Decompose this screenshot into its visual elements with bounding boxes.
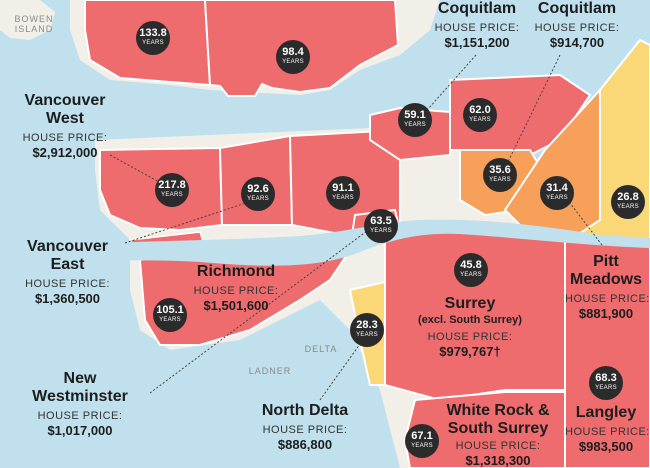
area-label-delta: DELTA (296, 344, 346, 354)
badge-value: 133.8 (136, 21, 170, 39)
badge-unit: YEARS (155, 191, 189, 200)
badge-value: 91.1 (326, 176, 360, 194)
badge-value: 217.8 (155, 173, 189, 191)
badge-value: 98.4 (276, 40, 310, 58)
region-name: Langley (565, 404, 647, 422)
price-label: HOUSE PRICE: (186, 284, 286, 298)
price-label: HOUSE PRICE: (10, 131, 120, 145)
label-pitt-meadows: Pitt Meadows HOUSE PRICE: $881,900 (565, 253, 647, 321)
region-name: North Delta (250, 402, 360, 420)
region-name: Vancouver West (10, 92, 120, 128)
badge-west-vancouver: 133.8 YEARS (136, 21, 170, 55)
badge-unit: YEARS (405, 442, 439, 451)
price-label: HOUSE PRICE: (532, 21, 622, 35)
badge-unit: YEARS (350, 331, 384, 340)
region-name: Vancouver East (20, 238, 115, 274)
badge-unit: YEARS (153, 316, 187, 325)
badge-unit: YEARS (326, 194, 360, 203)
price-value: $983,500 (565, 439, 647, 454)
badge-port-moody: 59.1 YEARS (398, 103, 432, 137)
badge-value: 31.4 (540, 176, 574, 194)
price-label: HOUSE PRICE: (565, 425, 647, 439)
badge-unit: YEARS (611, 203, 645, 212)
label-port-coquitlam: Coquitlam HOUSE PRICE: $914,700 (532, 0, 622, 50)
badge-unit: YEARS (483, 176, 517, 185)
region-name: Coquitlam (432, 0, 522, 18)
price-label: HOUSE PRICE: (565, 292, 647, 306)
badge-unit: YEARS (276, 58, 310, 67)
badge-value: 35.6 (483, 158, 517, 176)
price-value: $1,151,200 (432, 35, 522, 50)
badge-value: 28.3 (350, 313, 384, 331)
price-value: $1,360,500 (20, 291, 115, 306)
badge-richmond: 105.1 YEARS (153, 298, 187, 332)
badge-vancouver-mid: 92.6 YEARS (241, 177, 275, 211)
price-value: $2,912,000 (10, 145, 120, 160)
price-label: HOUSE PRICE: (20, 409, 140, 423)
badge-value: 68.3 (589, 366, 623, 384)
price-value: $979,767† (410, 344, 530, 359)
price-label: HOUSE PRICE: (432, 21, 522, 35)
badge-unit: YEARS (398, 121, 432, 130)
badge-white-rock: 67.1 YEARS (405, 424, 439, 458)
badge-unit: YEARS (589, 384, 623, 393)
badge-maple-ridge: 26.8 YEARS (611, 185, 645, 219)
label-vancouver-east: Vancouver East HOUSE PRICE: $1,360,500 (20, 238, 115, 306)
price-label: HOUSE PRICE: (410, 330, 530, 344)
label-langley: Langley HOUSE PRICE: $983,500 (565, 404, 647, 454)
area-label-bowen: BOWEN ISLAND (4, 14, 64, 34)
label-coquitlam: Coquitlam HOUSE PRICE: $1,151,200 (432, 0, 522, 50)
badge-unit: YEARS (463, 116, 497, 125)
badge-unit: YEARS (364, 227, 398, 236)
price-label: HOUSE PRICE: (250, 423, 360, 437)
badge-surrey: 45.8 YEARS (454, 253, 488, 287)
badge-value: 63.5 (364, 209, 398, 227)
badge-north-delta: 28.3 YEARS (350, 313, 384, 347)
price-label: HOUSE PRICE: (20, 277, 115, 291)
badge-new-westminster: 63.5 YEARS (364, 209, 398, 243)
badge-pitt-meadows: 31.4 YEARS (540, 176, 574, 210)
badge-value: 62.0 (463, 98, 497, 116)
region-name: New Westminster (20, 370, 140, 406)
region-subtitle: (excl. South Surrey) (410, 313, 530, 327)
badge-value: 92.6 (241, 177, 275, 195)
region-name: Coquitlam (532, 0, 622, 18)
badge-value: 105.1 (153, 298, 187, 316)
badge-value: 26.8 (611, 185, 645, 203)
label-richmond: Richmond HOUSE PRICE: $1,501,600 (186, 263, 286, 313)
badge-burnaby: 91.1 YEARS (326, 176, 360, 210)
price-value: $1,017,000 (20, 423, 140, 438)
badge-coquitlam: 62.0 YEARS (463, 98, 497, 132)
price-value: $1,318,300 (438, 453, 558, 468)
badge-unit: YEARS (136, 39, 170, 48)
badge-value: 67.1 (405, 424, 439, 442)
price-value: $886,800 (250, 437, 360, 452)
badge-unit: YEARS (540, 194, 574, 203)
badge-unit: YEARS (241, 195, 275, 204)
price-label: HOUSE PRICE: (438, 439, 558, 453)
badge-north-vancouver: 98.4 YEARS (276, 40, 310, 74)
badge-langley: 68.3 YEARS (589, 366, 623, 400)
price-value: $914,700 (532, 35, 622, 50)
badge-port-coquitlam: 35.6 YEARS (483, 158, 517, 192)
label-new-westminster: New Westminster HOUSE PRICE: $1,017,000 (20, 370, 140, 438)
region-name: Surrey (410, 295, 530, 313)
label-north-delta: North Delta HOUSE PRICE: $886,800 (250, 402, 360, 452)
badge-value: 45.8 (454, 253, 488, 271)
badge-vancouver-west: 217.8 YEARS (155, 173, 189, 207)
region-name: Pitt Meadows (565, 253, 647, 289)
badge-unit: YEARS (454, 271, 488, 280)
region-name: Richmond (186, 263, 286, 281)
price-value: $1,501,600 (186, 298, 286, 313)
area-label-ladner: LADNER (240, 366, 300, 376)
label-surrey: Surrey (excl. South Surrey) HOUSE PRICE:… (410, 295, 530, 359)
price-value: $881,900 (565, 306, 647, 321)
badge-value: 59.1 (398, 103, 432, 121)
label-white-rock: White Rock & South Surrey HOUSE PRICE: $… (438, 402, 558, 468)
region-name: White Rock & South Surrey (438, 402, 558, 438)
label-vancouver-west: Vancouver West HOUSE PRICE: $2,912,000 (10, 92, 120, 160)
